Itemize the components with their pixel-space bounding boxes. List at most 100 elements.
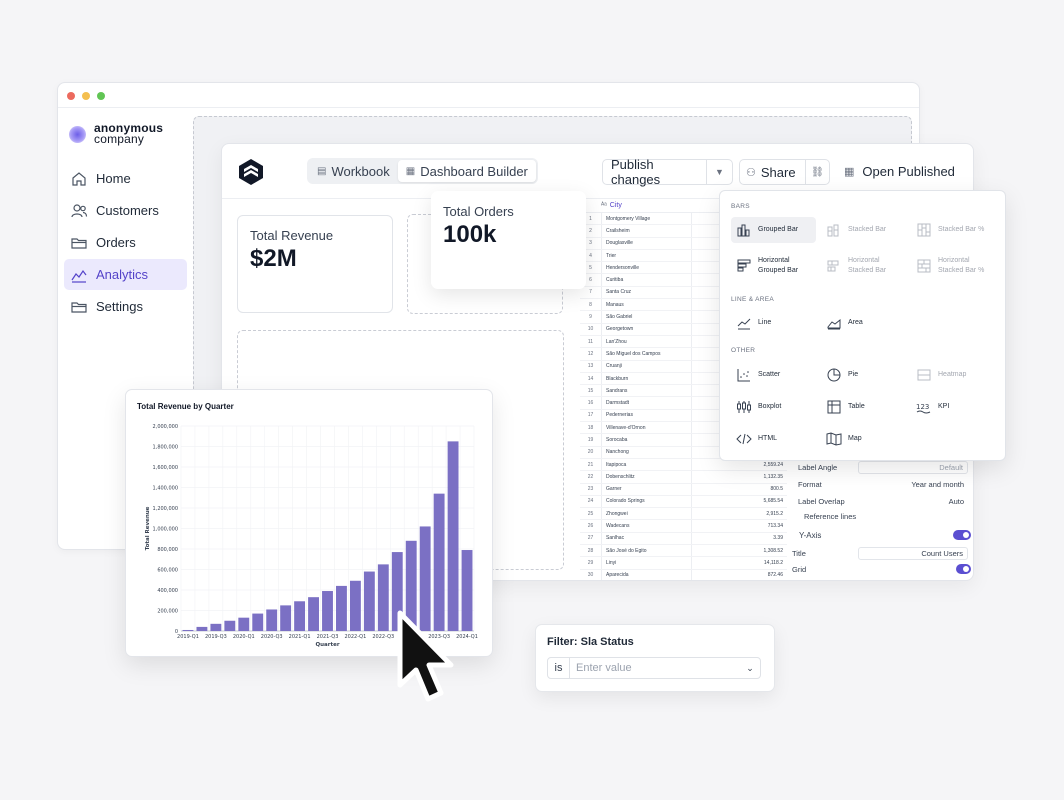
value-cell: 1,132.35 <box>691 471 787 483</box>
total-revenue-card[interactable]: Total Revenue $2M <box>237 215 393 313</box>
stacked-bar-icon <box>826 222 842 238</box>
area-chart-icon <box>826 315 842 331</box>
table-row[interactable]: 9 São Gabriel <box>580 311 787 324</box>
chart-type-heatmap[interactable]: Heatmap <box>911 362 996 388</box>
table-row[interactable]: 3 Douglasville <box>580 237 787 250</box>
chart-type-menu: BARS LINE & AREA OTHER Grouped Bar Stacke… <box>719 190 1006 461</box>
revenue-chart-card[interactable]: Total Revenue by Quarter 0 200,000 400,000… <box>125 389 493 657</box>
table-row[interactable]: 27 Sanlhac 3.39 <box>580 532 787 546</box>
label-angle-select[interactable]: Default <box>858 461 968 474</box>
minimize-window-button[interactable] <box>82 92 90 100</box>
chart-type-horizontal-stacked-bar[interactable]: Horizontal Stacked Bar <box>821 253 906 279</box>
chart-type-map[interactable]: Map <box>821 426 906 452</box>
table-row[interactable]: 14 Blackburn <box>580 372 787 386</box>
reference-lines-label[interactable]: Reference lines <box>804 512 857 521</box>
heatmap-icon <box>916 367 932 383</box>
table-row[interactable]: 21 Itapipoca 2,559.24 <box>580 458 787 472</box>
city-cell: Hendersonville <box>601 262 691 274</box>
table-row[interactable]: 25 Zhongwei 2,915.2 <box>580 508 787 521</box>
table-row[interactable]: 16 Darmstadt <box>580 397 787 410</box>
tab-workbook[interactable]: ▤ Workbook <box>309 160 398 182</box>
row-number: 20 <box>587 449 594 456</box>
filter-operator-select[interactable]: is <box>548 658 570 678</box>
table-row[interactable]: 29 Linyi 14,118.2 <box>580 557 787 570</box>
table-row[interactable]: 18 Villenave-d'Ornon <box>580 422 787 435</box>
total-orders-card[interactable]: Total Orders 100k <box>431 191 586 289</box>
format-select[interactable]: Year and month <box>911 480 964 489</box>
bar-2022-Q3 <box>377 564 389 631</box>
y-axis-toggle[interactable] <box>953 530 971 540</box>
bar-2021-Q2 <box>308 597 319 631</box>
sidebar-item-customers[interactable]: Customers <box>64 195 187 226</box>
chart-type-scatter[interactable]: Scatter <box>731 362 816 388</box>
value-cell <box>691 446 787 458</box>
table-row[interactable]: 19 Sorocaba <box>580 434 787 447</box>
chart-type-area[interactable]: Area <box>821 310 906 336</box>
chart-type-horizontal-stacked-bar[interactable]: Horizontal Stacked Bar % <box>911 253 996 279</box>
chart-type-pie[interactable]: Pie <box>821 362 906 388</box>
table-header: ᴬᵃ City <box>580 198 787 213</box>
table-row[interactable]: 8 Manaus <box>580 299 787 312</box>
table-row[interactable]: 4 Trier <box>580 249 787 263</box>
sidebar-item-orders[interactable]: Orders <box>64 227 187 258</box>
chevron-down-icon[interactable]: ⌄ <box>746 662 754 673</box>
table-row[interactable]: 1 Montgomery Village <box>580 213 787 226</box>
chart-type-horizontal-grouped-bar[interactable]: Horizontal Grouped Bar <box>731 253 816 279</box>
label-overlap-select[interactable]: Auto <box>948 497 964 506</box>
table-row[interactable]: 28 São José do Egito 1,308.52 <box>580 545 787 558</box>
maximize-window-button[interactable] <box>97 92 105 100</box>
table-row[interactable]: 11 Lan'Zhou <box>580 335 787 349</box>
chart-type-kpi[interactable]: 123 KPI <box>911 394 996 420</box>
table-row[interactable]: 2 Crailsheim <box>580 225 787 238</box>
share-button-group: ⚇ Share ⛓ <box>739 159 830 185</box>
chart-type-grouped-bar[interactable]: Grouped Bar <box>731 217 816 243</box>
value-cell <box>691 323 787 335</box>
table-row[interactable]: 13 Cruanji <box>580 360 787 373</box>
table-row[interactable]: 15 Sandrans <box>580 385 787 398</box>
bar-2022-Q4 <box>391 552 403 631</box>
bar-2019-Q3 <box>210 623 222 631</box>
table-row[interactable]: 24 Colorado Springs 5,685.54 <box>580 495 787 509</box>
filter-control: is Enter value ⌄ <box>547 657 761 679</box>
title-input[interactable]: Count Users <box>858 547 968 560</box>
grid-toggle[interactable] <box>956 564 971 574</box>
publish-changes-button[interactable]: Publish changes <box>611 157 661 187</box>
share-button[interactable]: ⚇ Share <box>740 165 805 180</box>
table-row[interactable]: 5 Hendersonville <box>580 262 787 275</box>
chart-type-table[interactable]: Table <box>821 394 906 420</box>
chart-type-label: Boxplot <box>758 403 782 410</box>
column-header-city[interactable]: ᴬᵃ City <box>601 201 622 209</box>
row-number: 18 <box>587 424 594 431</box>
y-tick-label: 600,000 <box>157 567 178 573</box>
brand: anonymous company <box>69 122 163 145</box>
sidebar-item-analytics[interactable]: Analytics <box>64 259 187 290</box>
table-row[interactable]: 30 Aparecida 872.46 <box>580 569 787 580</box>
filter-value-input[interactable]: Enter value <box>576 662 632 674</box>
sidebar-item-home[interactable]: Home <box>64 163 187 194</box>
chart-type-stacked-bar[interactable]: Stacked Bar % <box>911 217 996 243</box>
chart-type-boxplot[interactable]: Boxplot <box>731 394 816 420</box>
close-window-button[interactable] <box>67 92 75 100</box>
chart-type-html[interactable]: HTML <box>731 426 816 452</box>
table-row[interactable]: 6 Curitiba <box>580 274 787 287</box>
chart-type-line[interactable]: Line <box>731 310 816 336</box>
table-row[interactable]: 7 Santa Cruz <box>580 286 787 300</box>
table-row[interactable]: 23 Garner 800.5 <box>580 483 787 496</box>
table-row[interactable]: 12 São Miguel dos Campos <box>580 348 787 361</box>
x-tick-label: 2019-Q1 <box>177 634 199 640</box>
city-cell: São Miguel dos Campos <box>601 348 691 360</box>
copy-link-button[interactable]: ⛓ <box>805 160 829 184</box>
open-published-button[interactable]: ▦ Open Published <box>844 164 955 179</box>
sidebar-item-settings[interactable]: Settings <box>64 291 187 322</box>
table-row[interactable]: 22 Dobenschlitz 1,132.35 <box>580 471 787 484</box>
table-row[interactable]: 20 Nanchong <box>580 446 787 459</box>
table-row[interactable]: 10 Georgetown <box>580 323 787 336</box>
sidebar: anonymous company Home Customers <box>58 109 193 549</box>
tab-dashboard-builder[interactable]: ▦ Dashboard Builder <box>397 160 536 182</box>
city-cell: Blackburn <box>601 372 691 385</box>
chart-type-stacked-bar[interactable]: Stacked Bar <box>821 217 906 243</box>
table-row[interactable]: 26 Wadecans 713.34 <box>580 520 787 533</box>
chevron-down-icon[interactable]: ▼ <box>706 160 732 184</box>
table-row[interactable]: 17 Pedernerias <box>580 409 787 423</box>
value-cell <box>691 372 787 385</box>
